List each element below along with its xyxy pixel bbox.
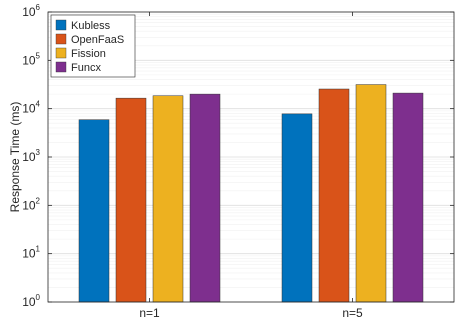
axis-ticks: 100 101 102 103 104 105 106 n=1 n=5 bbox=[22, 3, 454, 320]
y-tick-label: 104 bbox=[22, 100, 40, 116]
y-tick-label: 100 bbox=[22, 293, 40, 309]
legend-swatch bbox=[55, 19, 67, 31]
y-tick-label: 106 bbox=[22, 3, 40, 19]
bars bbox=[78, 84, 424, 303]
legend-swatch bbox=[55, 61, 67, 73]
bar-funcx-0 bbox=[189, 93, 221, 303]
bar-kubless-0 bbox=[78, 119, 110, 303]
y-tick-label: 105 bbox=[22, 51, 40, 67]
bar-fission-0 bbox=[152, 95, 184, 303]
bar-openfaas-1 bbox=[318, 88, 350, 303]
legend-label: Funcx bbox=[71, 62, 101, 74]
legend-label: Fission bbox=[71, 48, 106, 60]
legend-label: OpenFaaS bbox=[71, 34, 124, 46]
x-tick-label: n=1 bbox=[139, 306, 160, 320]
bar-funcx-1 bbox=[392, 92, 424, 303]
bar-fission-1 bbox=[355, 84, 387, 303]
legend-swatch bbox=[55, 47, 67, 59]
grid bbox=[48, 11, 454, 303]
y-axis-label: Response Time (ms) bbox=[8, 102, 22, 213]
y-tick-label: 102 bbox=[22, 196, 40, 212]
legend-swatch bbox=[55, 33, 67, 45]
y-tick-label: 101 bbox=[22, 245, 40, 261]
bar-kubless-1 bbox=[281, 113, 313, 303]
y-tick-label: 103 bbox=[22, 148, 40, 164]
legend-label: Kubless bbox=[71, 20, 111, 32]
x-tick-label: n=5 bbox=[342, 306, 363, 320]
bar-openfaas-0 bbox=[115, 97, 147, 303]
legend: Kubless OpenFaaS Fission Funcx bbox=[50, 14, 136, 78]
